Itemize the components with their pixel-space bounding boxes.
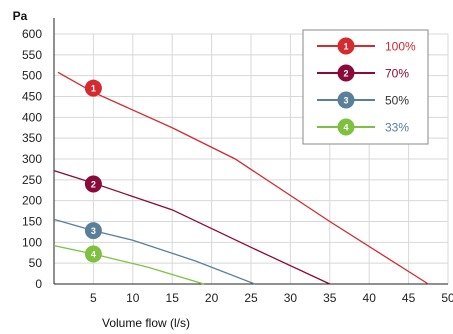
x-tick-label: 5 <box>90 291 97 305</box>
y-tick-label: 550 <box>22 48 42 62</box>
x-tick-label: 45 <box>402 291 416 305</box>
legend-entry-3: 50% <box>385 94 409 108</box>
y-tick-label: 600 <box>22 27 42 41</box>
legend-marker-3 <box>337 91 355 109</box>
legend-marker-label-4: 4 <box>343 123 348 133</box>
y-tick-label: 150 <box>22 215 42 229</box>
legend-entry-1: 100% <box>385 40 416 54</box>
y-tick-label: 200 <box>22 194 42 208</box>
y-axis-title: Pa <box>13 9 28 23</box>
series-marker-1 <box>84 79 102 97</box>
x-tick-label: 10 <box>126 291 140 305</box>
series-marker-label-1: 1 <box>91 84 96 94</box>
x-tick-label: 15 <box>166 291 180 305</box>
y-tick-label: 0 <box>35 277 42 291</box>
series-marker-label-2: 2 <box>91 180 96 190</box>
markers-group: 1 2 3 4 <box>84 79 102 263</box>
legend-box <box>302 29 429 145</box>
series-line-3 <box>53 218 256 285</box>
legend-marker-label-1: 1 <box>343 42 348 52</box>
x-tick-label: 35 <box>323 291 337 305</box>
series-marker-4 <box>84 245 102 263</box>
x-tick-label: 50 <box>441 291 453 305</box>
series-line-2 <box>53 170 331 285</box>
legend-marker-4 <box>337 118 355 136</box>
y-tick-label: 350 <box>22 131 42 145</box>
legend-marker-label-2: 2 <box>343 69 348 79</box>
x-axis-title: Volume flow (l/s) <box>102 316 190 330</box>
y-tick-label: 50 <box>29 256 43 270</box>
x-tick-label: 40 <box>363 291 377 305</box>
legend-marker-label-3: 3 <box>343 96 348 106</box>
y-tick-label: 400 <box>22 110 42 124</box>
x-tick-label: 25 <box>244 291 258 305</box>
y-tick-label: 450 <box>22 90 42 104</box>
legend-entry-2: 70% <box>385 67 409 81</box>
legend-marker-2 <box>337 64 355 82</box>
legend: 1 100% 2 70% 3 50% 4 33% <box>302 29 429 145</box>
series-marker-2 <box>84 175 102 193</box>
y-tick-label: 300 <box>22 152 42 166</box>
grid <box>54 33 449 284</box>
series-marker-3 <box>84 222 102 240</box>
series-line-4 <box>53 245 204 285</box>
series-marker-label-4: 4 <box>91 250 96 260</box>
legend-entry-4: 33% <box>385 121 409 135</box>
legend-marker-1 <box>337 37 355 55</box>
y-tick-label: 500 <box>22 69 42 83</box>
y-tick-label: 100 <box>22 235 42 249</box>
x-tick-label: 20 <box>205 291 219 305</box>
y-tick-label: 250 <box>22 173 42 187</box>
x-tick-label: 30 <box>284 291 298 305</box>
series-marker-label-3: 3 <box>91 226 96 236</box>
